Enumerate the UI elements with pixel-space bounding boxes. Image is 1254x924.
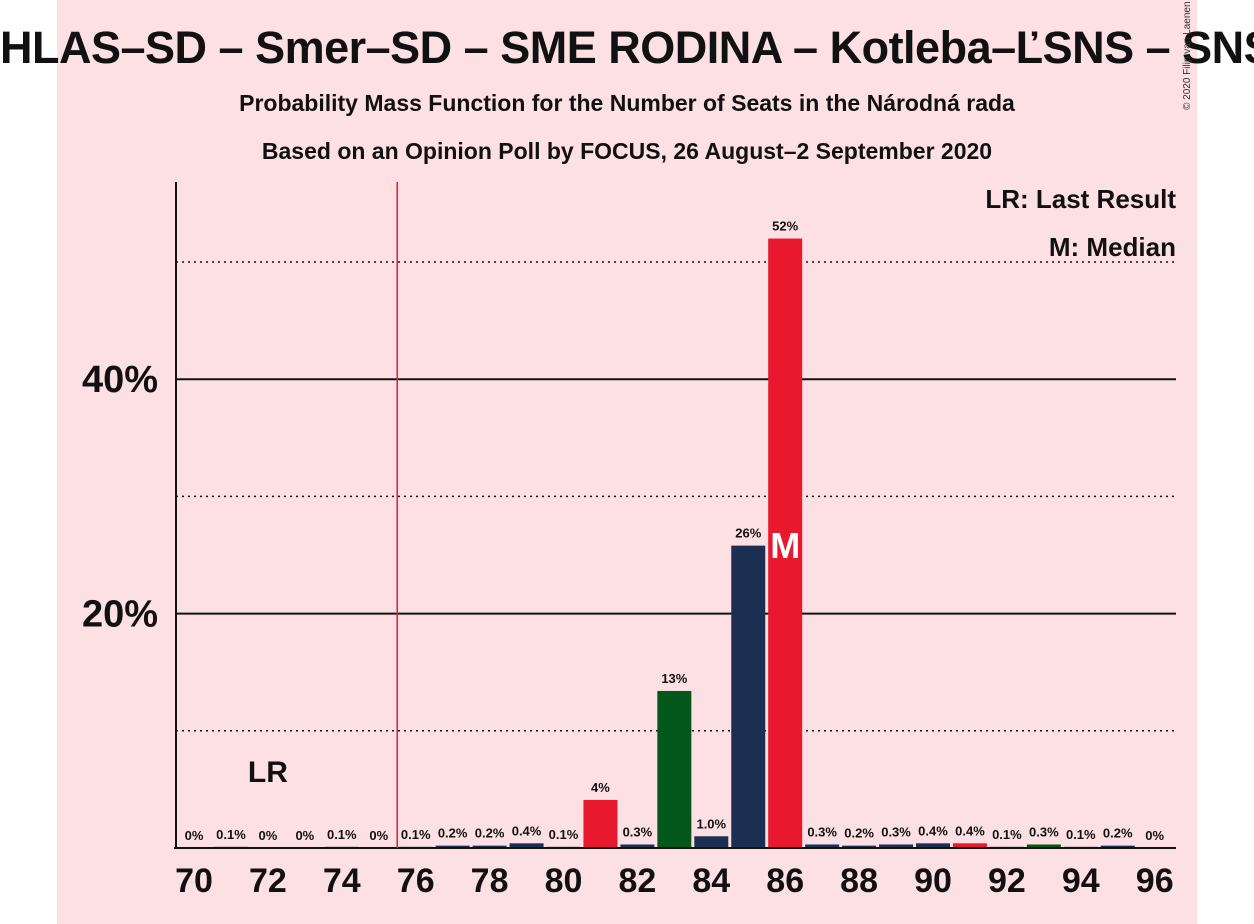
x-tick-labels: 70 72 74 76 78 80 82 84 86 88 90 92 94 96 — [175, 862, 1174, 900]
bar-label-72: 0% — [259, 828, 278, 843]
bar-label-75: 0% — [369, 828, 388, 843]
bar-label-71: 0.1% — [216, 827, 246, 842]
bar-labels: 0% 0.1% 0% 0% 0.1% 0% 0.1% 0.2% 0.2% 0.4% 0.1% 4% 0.… — [185, 219, 1165, 843]
x-tick-label: 92 — [988, 862, 1026, 900]
gridlines — [176, 261, 1176, 732]
x-tick-label: 72 — [249, 862, 287, 900]
chart-source: Based on an Opinion Poll by FOCUS, 26 Au… — [261, 138, 993, 164]
bar-81 — [583, 799, 618, 848]
bar-label-79: 0.4% — [512, 823, 542, 838]
legend-median: M: Median — [1048, 232, 1176, 262]
bar-label-91: 0.4% — [955, 823, 985, 838]
axes — [174, 182, 1176, 849]
x-tick-label: 78 — [471, 862, 509, 900]
x-tick-label: 96 — [1136, 862, 1174, 900]
bar-83 — [657, 690, 692, 848]
x-tick-label: 76 — [397, 862, 435, 900]
x-tick-label: 80 — [545, 862, 583, 900]
bar-label-73: 0% — [295, 828, 314, 843]
x-tick-label: 94 — [1062, 862, 1100, 900]
x-tick-label: 90 — [914, 862, 952, 900]
bar-88 — [842, 845, 877, 848]
bar-90 — [916, 843, 950, 848]
bar-label-80: 0.1% — [549, 827, 579, 842]
bar-label-77: 0.2% — [438, 826, 468, 841]
chart-title: HLAS–SD – Smer–SD – SME RODINA – Kotleba… — [0, 22, 1254, 73]
x-tick-label: 84 — [692, 862, 730, 900]
bar-label-76: 0.1% — [401, 827, 431, 842]
bar-77 — [435, 845, 470, 848]
y-tick-labels: 20% 40% — [82, 359, 158, 635]
median-marker: M — [770, 525, 800, 566]
y-tick-label: 20% — [82, 594, 158, 636]
bar-86 — [768, 238, 803, 848]
chart-background — [57, 0, 1197, 924]
bar-label-81: 4% — [591, 780, 610, 795]
bar-89 — [879, 844, 914, 848]
bar-label-88: 0.2% — [844, 826, 874, 841]
bar-label-93: 0.3% — [1029, 824, 1059, 839]
bar-label-78: 0.2% — [475, 826, 505, 841]
bar-label-86: 52% — [772, 219, 798, 234]
bar-91 — [952, 843, 987, 848]
bar-78 — [472, 845, 507, 848]
copyright-notice: © 2020 Filip van Laenen — [1182, 1, 1193, 110]
bar-label-70: 0% — [185, 828, 204, 843]
bar-87 — [805, 844, 840, 848]
bar-93 — [1026, 844, 1061, 848]
x-tick-label: 70 — [175, 862, 213, 900]
x-tick-label: 82 — [618, 862, 656, 900]
x-tick-label: 86 — [766, 862, 804, 900]
bar-label-96: 0% — [1145, 828, 1164, 843]
bar-label-84: 1.0% — [696, 816, 726, 831]
bar-label-83: 13% — [661, 671, 687, 686]
y-tick-label: 40% — [82, 359, 158, 401]
bar-label-89: 0.3% — [881, 824, 911, 839]
bar-95 — [1100, 845, 1135, 848]
bar-label-85: 26% — [735, 526, 761, 541]
chart-subtitle: Probability Mass Function for the Number… — [239, 90, 1015, 116]
legend-last-result: LR: Last Result — [985, 184, 1176, 214]
bar-label-90: 0.4% — [918, 823, 948, 838]
bar-label-87: 0.3% — [807, 824, 837, 839]
bar-label-95: 0.2% — [1103, 826, 1133, 841]
bar-85 — [731, 545, 766, 848]
last-result-marker: LR — [248, 756, 288, 789]
bar-label-94: 0.1% — [1066, 827, 1096, 842]
bar-label-92: 0.1% — [992, 827, 1022, 842]
bar-82 — [620, 844, 655, 848]
bar-79 — [509, 843, 544, 848]
bars — [213, 238, 1135, 848]
x-tick-label: 74 — [323, 862, 361, 900]
x-tick-label: 88 — [840, 862, 878, 900]
bar-84 — [694, 836, 729, 848]
bar-label-74: 0.1% — [327, 827, 357, 842]
markers: LR M — [248, 525, 800, 789]
bar-label-82: 0.3% — [623, 824, 653, 839]
